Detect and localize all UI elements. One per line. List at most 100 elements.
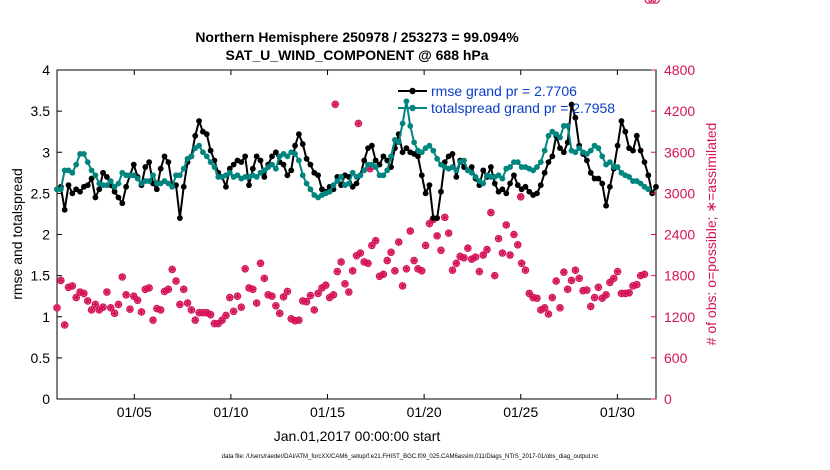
obs-assimilated-point: [433, 232, 441, 240]
rmse-point: [196, 118, 202, 124]
obs-assimilated-point: [272, 302, 280, 309]
obs-assimilated-point: [69, 282, 76, 290]
obs-assimilated-point: [422, 242, 429, 249]
obs-assimilated-point: [341, 280, 349, 288]
obs-assimilated-point: [403, 265, 410, 272]
obs-assimilated-point: [529, 294, 537, 301]
rmse-point: [468, 164, 475, 170]
obs-assimilated-point: [84, 297, 91, 305]
rmse-point: [307, 161, 314, 168]
rmse-point: [522, 183, 529, 190]
left-tick-label: 0.5: [31, 350, 51, 366]
obs-assimilated-point: [426, 220, 433, 227]
rmse-point: [453, 174, 460, 180]
totalspread-point: [637, 180, 644, 187]
rmse-point: [257, 157, 264, 164]
obs-assimilated-point: [245, 284, 253, 292]
obs-assimilated-point: [395, 238, 402, 246]
rmse-point: [269, 153, 275, 160]
obs-possible-point: [644, 0, 653, 4]
rmse-point: [249, 165, 256, 172]
obs-assimilated-point: [410, 257, 418, 264]
totalspread-point: [537, 159, 544, 166]
legend-spread-marker: [409, 104, 416, 112]
right-axis-ticks: 0 600 1200 1800 2400 3000 3600 4200 4800: [651, 62, 695, 407]
obs-assimilated-point: [61, 321, 68, 329]
totalspread-point: [388, 153, 394, 160]
obs-assimilated-point: [65, 284, 72, 291]
rmse-point: [426, 182, 433, 189]
rmse-point: [238, 159, 245, 166]
rmse-point: [288, 167, 295, 174]
rmse-point: [226, 165, 233, 172]
obs-assimilated-point: [53, 304, 61, 312]
rmse-point: [403, 145, 410, 152]
totalspread-point: [403, 98, 410, 105]
rmse-point: [399, 149, 406, 156]
obs-assimilated-point: [111, 310, 118, 317]
right-tick-label: 3600: [664, 144, 695, 160]
rmse-point: [299, 141, 306, 147]
rmse-point: [180, 183, 187, 190]
rmse-point: [146, 159, 153, 166]
rmse-point: [65, 182, 72, 189]
obs-assimilated-point: [549, 294, 556, 301]
rmse-point: [96, 186, 103, 193]
totalspread-point: [207, 159, 214, 166]
rmse-point: [491, 180, 498, 187]
chart-title: Northern Hemisphere 250978 / 253273 = 99…: [195, 29, 519, 45]
obs-assimilated-point: [518, 260, 525, 267]
rmse-point: [230, 161, 237, 168]
rmse-point: [633, 132, 640, 139]
obs-assimilated-point: [618, 290, 625, 297]
rmse-point: [415, 153, 421, 160]
right-tick-label: 1200: [664, 309, 695, 325]
rmse-point: [503, 190, 510, 197]
rmse-point: [77, 188, 83, 195]
obs-assimilated-point: [376, 273, 383, 280]
totalspread-point: [334, 178, 341, 184]
totalspread-point: [418, 149, 425, 156]
obs-assimilated-point: [195, 309, 203, 316]
totalspread-point: [449, 164, 456, 170]
rmse-point: [111, 188, 118, 195]
totalspread-point: [196, 142, 202, 149]
obs-assimilated-point: [387, 249, 395, 256]
obs-assimilated-point: [591, 294, 598, 301]
rmse-point: [84, 182, 91, 189]
rmse-point: [292, 142, 298, 149]
legend-rmse-marker: [409, 87, 416, 95]
obs-assimilated-point: [480, 251, 487, 259]
rmse-point: [353, 180, 360, 187]
totalspread-point: [211, 164, 218, 170]
right-tick-label: 1800: [664, 268, 695, 284]
obs-assimilated-point: [57, 277, 65, 284]
obs-assimilated-point: [122, 291, 130, 299]
obs-assimilated-point: [468, 255, 475, 263]
obs-assimilated-point: [541, 304, 548, 312]
obs-assimilated-point: [107, 304, 114, 312]
rmse-point: [161, 153, 168, 160]
obs-assimilated-point: [180, 286, 187, 293]
obs-assimilated-point: [153, 305, 161, 312]
obs-assimilated-point: [506, 251, 514, 259]
totalspread-point: [534, 164, 540, 170]
right-tick-label: 600: [664, 350, 688, 366]
totalspread-point: [169, 183, 176, 190]
rmse-point: [618, 118, 625, 124]
obs-assimilated-point: [184, 299, 191, 307]
rmse-point: [587, 169, 594, 176]
obs-assimilated-point: [168, 266, 176, 273]
obs-assimilated-point: [165, 286, 172, 293]
left-tick-label: 1.5: [31, 268, 51, 284]
totalspread-point: [226, 169, 233, 176]
left-tick-label: 3: [42, 144, 50, 160]
obs-assimilated-point: [606, 279, 614, 286]
totalspread-point: [57, 186, 64, 193]
rmse-point: [637, 147, 644, 154]
obs-assimilated-point: [514, 241, 521, 248]
totalspread-point: [411, 139, 417, 146]
rmse-point: [487, 164, 494, 170]
x-tick-label: 01/20: [407, 404, 442, 420]
obs-assimilated-point: [355, 120, 362, 127]
